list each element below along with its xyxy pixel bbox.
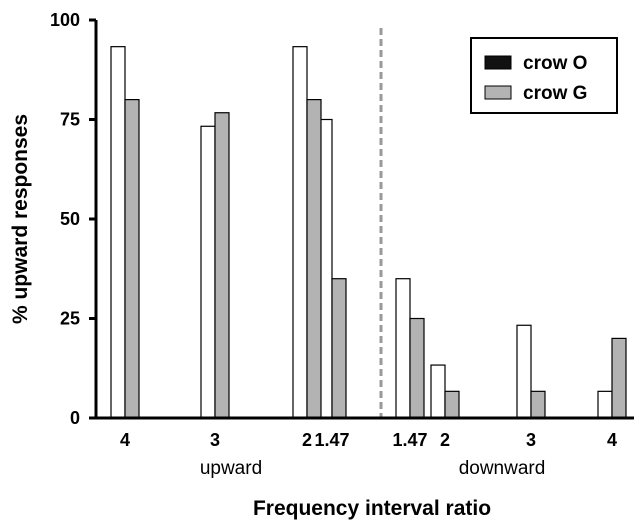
x-ticks: 4 3 2 1.47 1.47 2 3 4 [120, 430, 617, 450]
legend-swatch-crow-o [484, 55, 512, 70]
legend-label-crow-g: crow G [523, 83, 587, 104]
bar-crow-o-4 [395, 278, 411, 419]
bar-crow-g-4 [409, 317, 425, 419]
x-tick-label-4: 1.47 [392, 430, 427, 450]
bar-crow-g-3 [331, 278, 347, 419]
y-tick-label-75: 75 [60, 110, 80, 130]
group-label-upward: upward [200, 458, 262, 479]
y-tick-label-50: 50 [60, 209, 80, 229]
group-labels: upward downward [200, 458, 545, 479]
bar-crow-o-0 [110, 46, 126, 419]
bar-crow-o-1 [200, 125, 216, 419]
bar-crow-o-5 [430, 364, 446, 419]
group-label-downward: downward [459, 458, 546, 479]
x-tick-label-6: 3 [526, 430, 536, 450]
legend-box [470, 37, 618, 114]
bar-crow-o-2 [292, 46, 308, 419]
x-tick-label-7: 4 [607, 430, 617, 450]
bar-crow-g-7 [611, 337, 627, 419]
legend: crow O crow G [470, 37, 618, 114]
legend-swatch-crow-g [484, 85, 512, 100]
bar-crow-g-6 [530, 390, 546, 419]
x-tick-label-2: 2 [302, 430, 312, 450]
bar-crow-g-0 [124, 98, 140, 419]
bar-crow-o-6 [516, 324, 532, 419]
x-tick-label-1: 3 [210, 430, 220, 450]
x-tick-label-0: 4 [120, 430, 130, 450]
bar-crow-g-1 [214, 112, 230, 419]
y-tick-label-0: 0 [70, 408, 80, 428]
y-tick-label-100: 100 [50, 10, 80, 30]
legend-label-crow-o: crow O [523, 53, 587, 74]
y-tick-label-25: 25 [60, 309, 80, 329]
x-tick-label-3: 1.47 [314, 430, 349, 450]
bar-crow-o-7 [597, 390, 613, 419]
y-axis-title: % upward responses [9, 114, 32, 324]
y-ticks: 0 25 50 75 100 [50, 10, 96, 428]
x-axis-title: Frequency interval ratio [253, 497, 491, 520]
bars [110, 46, 627, 419]
bar-crow-g-5 [444, 390, 460, 419]
bar-crow-g-2 [306, 98, 322, 419]
x-tick-label-5: 2 [440, 430, 450, 450]
